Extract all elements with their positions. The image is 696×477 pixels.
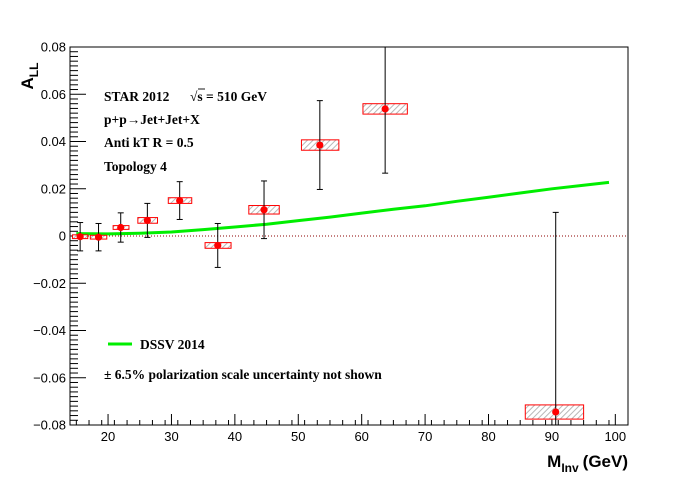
x-tick-label: 50 (291, 429, 305, 444)
y-axis-title-sub: LL (27, 63, 41, 78)
x-tick-label: 80 (481, 429, 495, 444)
y-tick-label: −0.06 (33, 370, 66, 385)
footnote-uncertainty: ± 6.5% polarization scale uncertainty no… (104, 367, 382, 382)
y-tick-label: −0.08 (33, 418, 66, 433)
x-tick-label: 30 (164, 429, 178, 444)
x-tick-label: 100 (604, 429, 626, 444)
y-axis-title: ALL (18, 63, 41, 90)
data-point (214, 241, 222, 250)
data-point (117, 223, 125, 232)
annotation-process: p+p→Jet+Jet+X (104, 112, 200, 127)
x-axis-ticks: 20 30 40 50 60 70 80 90 100 (75, 414, 626, 444)
x-tick-label: 20 (101, 429, 115, 444)
annotation-jet-algorithm: Anti kT R = 0.5 (104, 135, 194, 150)
data-point (552, 408, 560, 416)
annotation-experiment: STAR 2012 (104, 89, 170, 104)
y-tick-label: 0.04 (41, 134, 66, 149)
data-point (316, 141, 324, 149)
legend-label-dssv: DSSV 2014 (140, 337, 205, 352)
annotation-block: STAR 2012 √s = 510 GeV p+p→Jet+Jet+X Ant… (104, 88, 267, 174)
y-tick-label: 0.08 (41, 40, 66, 55)
y-tick-label: 0.06 (41, 87, 66, 102)
x-axis-title-unit: (GeV) (583, 452, 628, 471)
x-axis-title-main: M (547, 452, 561, 471)
annotation-energy-text: s = 510 GeV (197, 89, 267, 104)
x-tick-label: 60 (354, 429, 368, 444)
y-tick-label: 0 (59, 229, 66, 244)
y-tick-label: −0.04 (33, 323, 66, 338)
x-tick-label: 40 (228, 429, 242, 444)
y-axis-ticks: −0.08 −0.06 −0.04 −0.02 0 0.02 0.04 0.06 0.08 (33, 40, 86, 433)
x-axis-title: MInv (GeV) (547, 452, 628, 472)
y-tick-label: 0.02 (41, 181, 66, 196)
x-tick-label: 90 (545, 429, 559, 444)
y-axis-title-main: A (18, 77, 37, 89)
data-points (76, 105, 560, 416)
data-point (76, 233, 84, 241)
data-point (143, 216, 151, 225)
theory-curve-layer (76, 180, 610, 236)
legend: DSSV 2014 (108, 337, 205, 352)
x-tick-label: 70 (418, 429, 432, 444)
theory-curve-dssv (76, 180, 610, 236)
data-point (176, 196, 184, 205)
annotation-topology: Topology 4 (104, 159, 167, 174)
annotation-energy: √s = 510 GeV (190, 89, 267, 104)
x-axis-title-sub: Inv (561, 461, 579, 472)
data-point (94, 233, 103, 241)
data-point (260, 206, 268, 214)
sqrt-symbol: √ (190, 89, 198, 104)
y-tick-label: −0.02 (33, 276, 66, 291)
data-point (381, 105, 389, 113)
